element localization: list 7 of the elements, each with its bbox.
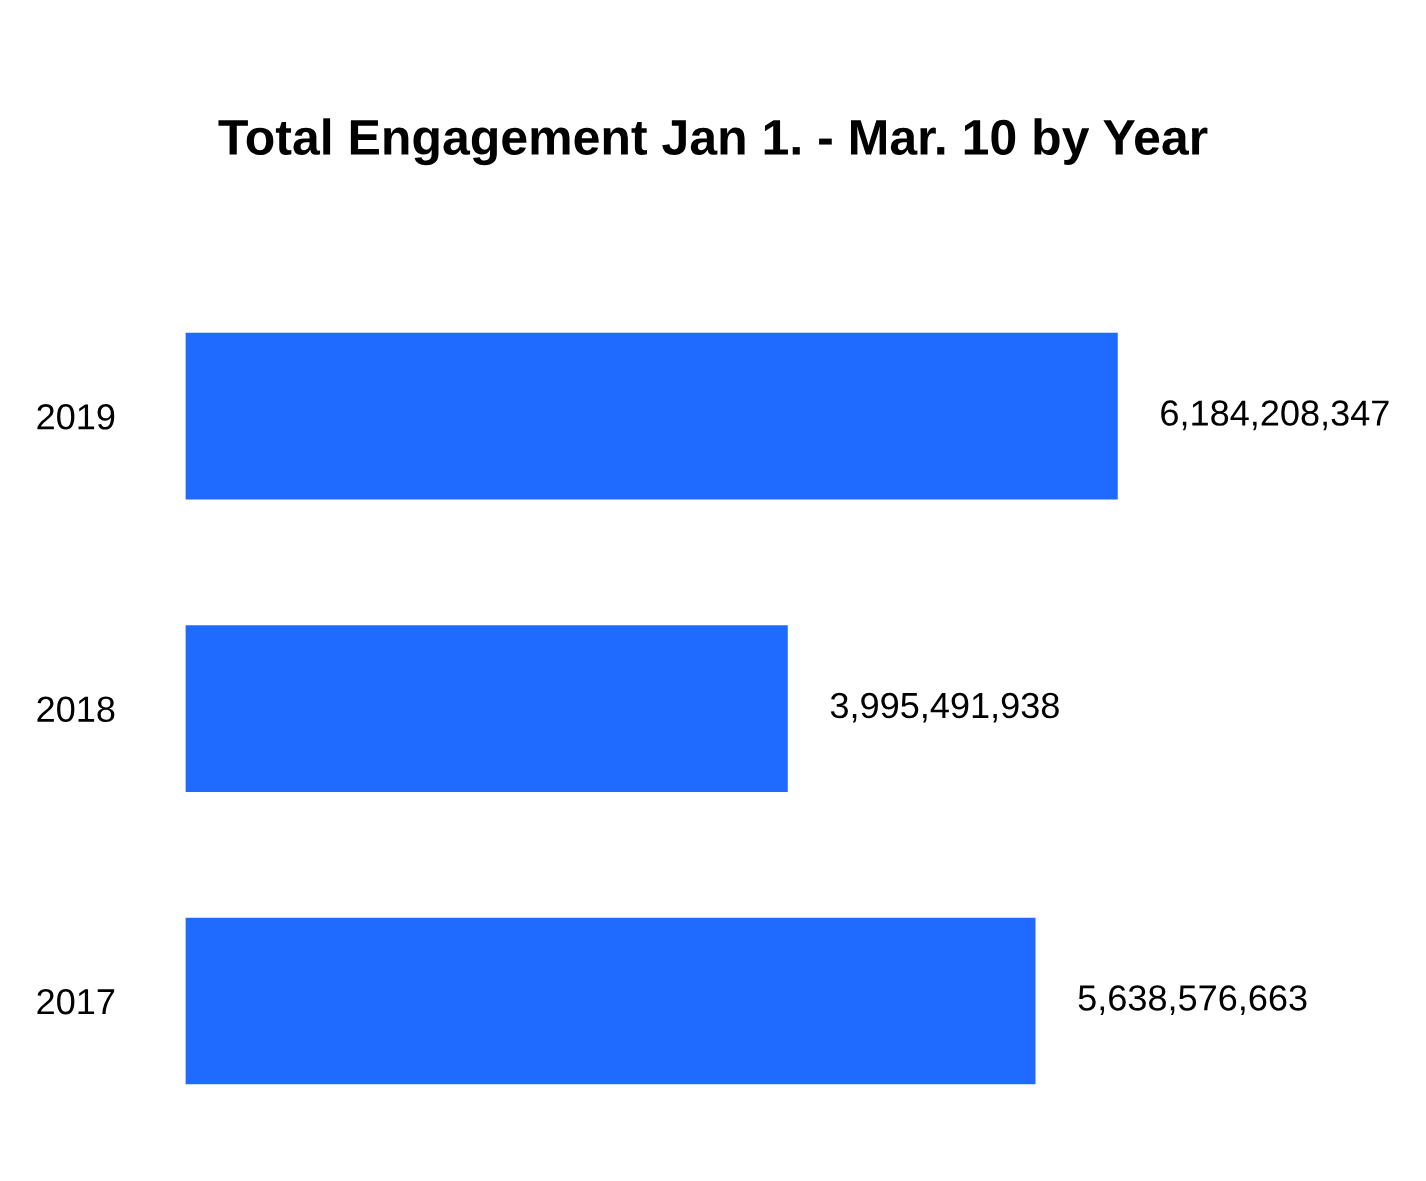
chart-title: Total Engagement Jan 1. - Mar. 10 by Year: [218, 118, 1208, 166]
y-tick-label: 2018: [37, 696, 115, 723]
data-label: 5,638,576,663: [1078, 985, 1307, 1015]
data-label: 3,995,491,938: [830, 692, 1059, 723]
y-tick-label: 2019: [37, 404, 115, 430]
y-tick-label: 2017: [37, 988, 115, 1015]
data-label: 6,184,208,347: [1161, 400, 1389, 431]
